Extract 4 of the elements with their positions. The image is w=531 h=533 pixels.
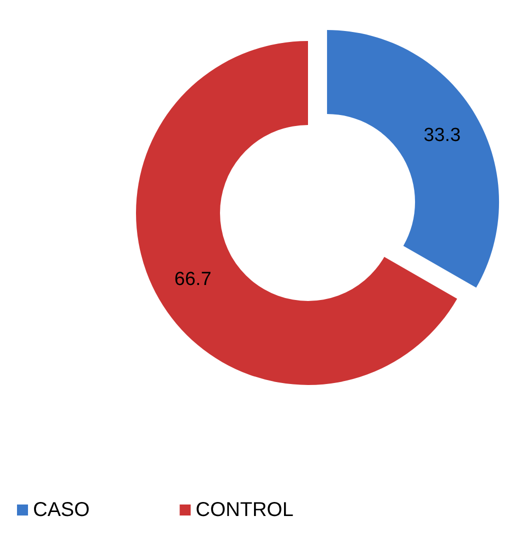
data-label: 66.7 bbox=[174, 269, 212, 290]
legend-label: CASO bbox=[33, 499, 90, 521]
legend-label: CONTROL bbox=[196, 499, 294, 521]
data-label: 33.3 bbox=[424, 124, 461, 146]
